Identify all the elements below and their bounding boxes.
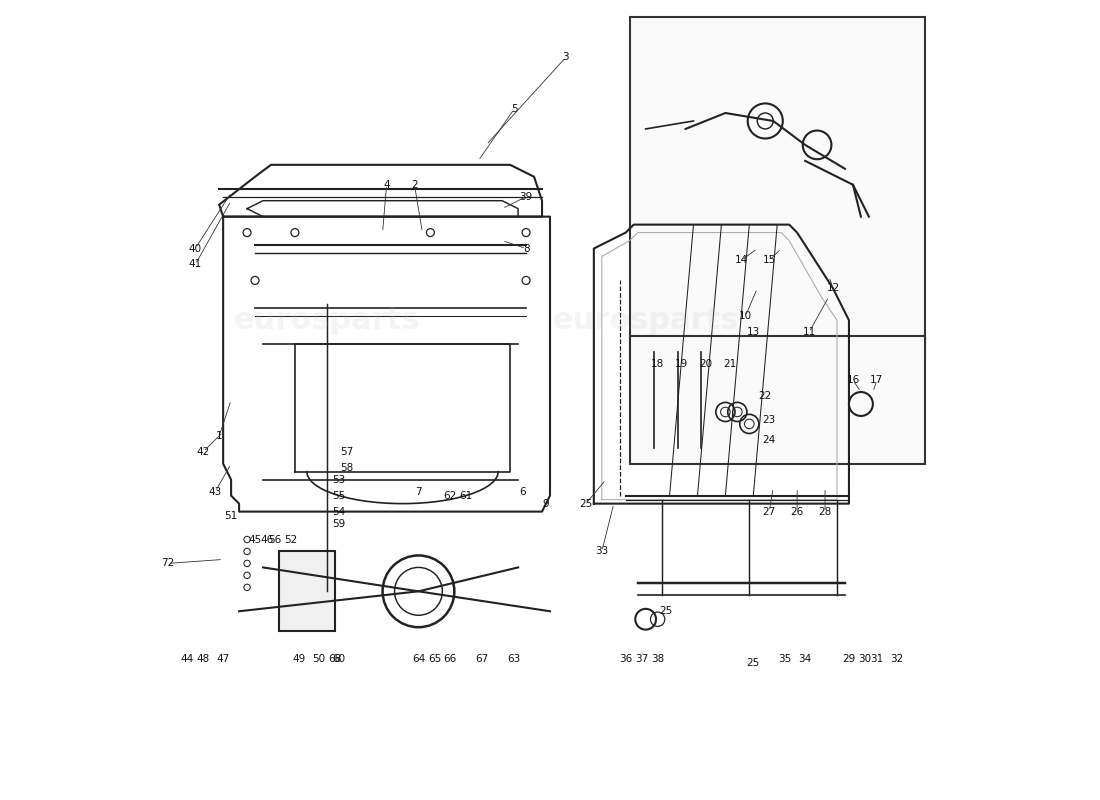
Text: 9: 9 [542, 498, 549, 509]
Text: 26: 26 [791, 506, 804, 517]
Text: 45: 45 [249, 534, 262, 545]
Text: 11: 11 [803, 327, 816, 338]
Text: 46: 46 [261, 534, 274, 545]
Text: 41: 41 [188, 259, 202, 270]
Text: 62: 62 [443, 490, 456, 501]
Text: 53: 53 [332, 474, 345, 485]
Bar [629, 336, 925, 464]
Text: 34: 34 [799, 654, 812, 664]
Text: 40: 40 [189, 243, 201, 254]
Text: 25: 25 [580, 498, 593, 509]
Text: 25: 25 [659, 606, 672, 616]
Text: 68: 68 [328, 654, 341, 664]
Text: 65: 65 [428, 654, 441, 664]
Text: 38: 38 [651, 654, 664, 664]
Text: 39: 39 [519, 192, 532, 202]
Text: 30: 30 [858, 654, 871, 664]
Text: 50: 50 [312, 654, 326, 664]
Text: 16: 16 [846, 375, 859, 385]
Text: 61: 61 [460, 490, 473, 501]
Text: 1: 1 [216, 431, 222, 441]
Text: 24: 24 [762, 435, 776, 445]
Text: 63: 63 [507, 654, 520, 664]
Text: 14: 14 [735, 255, 748, 266]
Text: 3: 3 [562, 52, 570, 62]
Text: eurosparts: eurosparts [233, 306, 420, 334]
Text: 4: 4 [383, 180, 389, 190]
Text: 13: 13 [747, 327, 760, 338]
Text: 72: 72 [161, 558, 174, 569]
Text: 51: 51 [224, 510, 238, 521]
Text: 23: 23 [762, 415, 776, 425]
Text: 37: 37 [635, 654, 648, 664]
Text: 28: 28 [818, 506, 832, 517]
Text: 42: 42 [197, 447, 210, 457]
Text: 43: 43 [209, 486, 222, 497]
Text: 8: 8 [522, 243, 529, 254]
Text: 12: 12 [826, 283, 839, 294]
Text: 35: 35 [779, 654, 792, 664]
Text: 5: 5 [510, 104, 517, 114]
Text: 59: 59 [332, 518, 345, 529]
Text: 21: 21 [723, 359, 736, 369]
Text: 47: 47 [217, 654, 230, 664]
Text: 20: 20 [698, 359, 712, 369]
Text: 57: 57 [340, 447, 353, 457]
Text: 66: 66 [443, 654, 456, 664]
Text: 25: 25 [747, 658, 760, 668]
Text: 36: 36 [619, 654, 632, 664]
Text: 48: 48 [197, 654, 210, 664]
Text: 29: 29 [843, 654, 856, 664]
Text: 55: 55 [332, 490, 345, 501]
Text: 18: 18 [651, 359, 664, 369]
Text: 31: 31 [870, 654, 883, 664]
Text: 2: 2 [411, 180, 418, 190]
Bar [279, 551, 334, 631]
Text: 10: 10 [739, 311, 752, 322]
Text: 54: 54 [332, 506, 345, 517]
Text: 22: 22 [759, 391, 772, 401]
Text: 67: 67 [475, 654, 488, 664]
Text: 56: 56 [268, 534, 282, 545]
Text: 15: 15 [762, 255, 776, 266]
Text: 60: 60 [332, 654, 345, 664]
Text: 17: 17 [870, 375, 883, 385]
Text: 44: 44 [180, 654, 194, 664]
Text: 33: 33 [595, 546, 608, 557]
Text: eurosparts: eurosparts [552, 306, 739, 334]
Text: 6: 6 [519, 486, 526, 497]
Text: 27: 27 [762, 506, 776, 517]
Text: 49: 49 [293, 654, 306, 664]
Text: 64: 64 [411, 654, 425, 664]
Bar [629, 18, 925, 360]
Text: 58: 58 [340, 462, 353, 473]
Text: 7: 7 [415, 486, 421, 497]
Text: 52: 52 [284, 534, 297, 545]
Text: 32: 32 [890, 654, 903, 664]
Text: 19: 19 [675, 359, 689, 369]
